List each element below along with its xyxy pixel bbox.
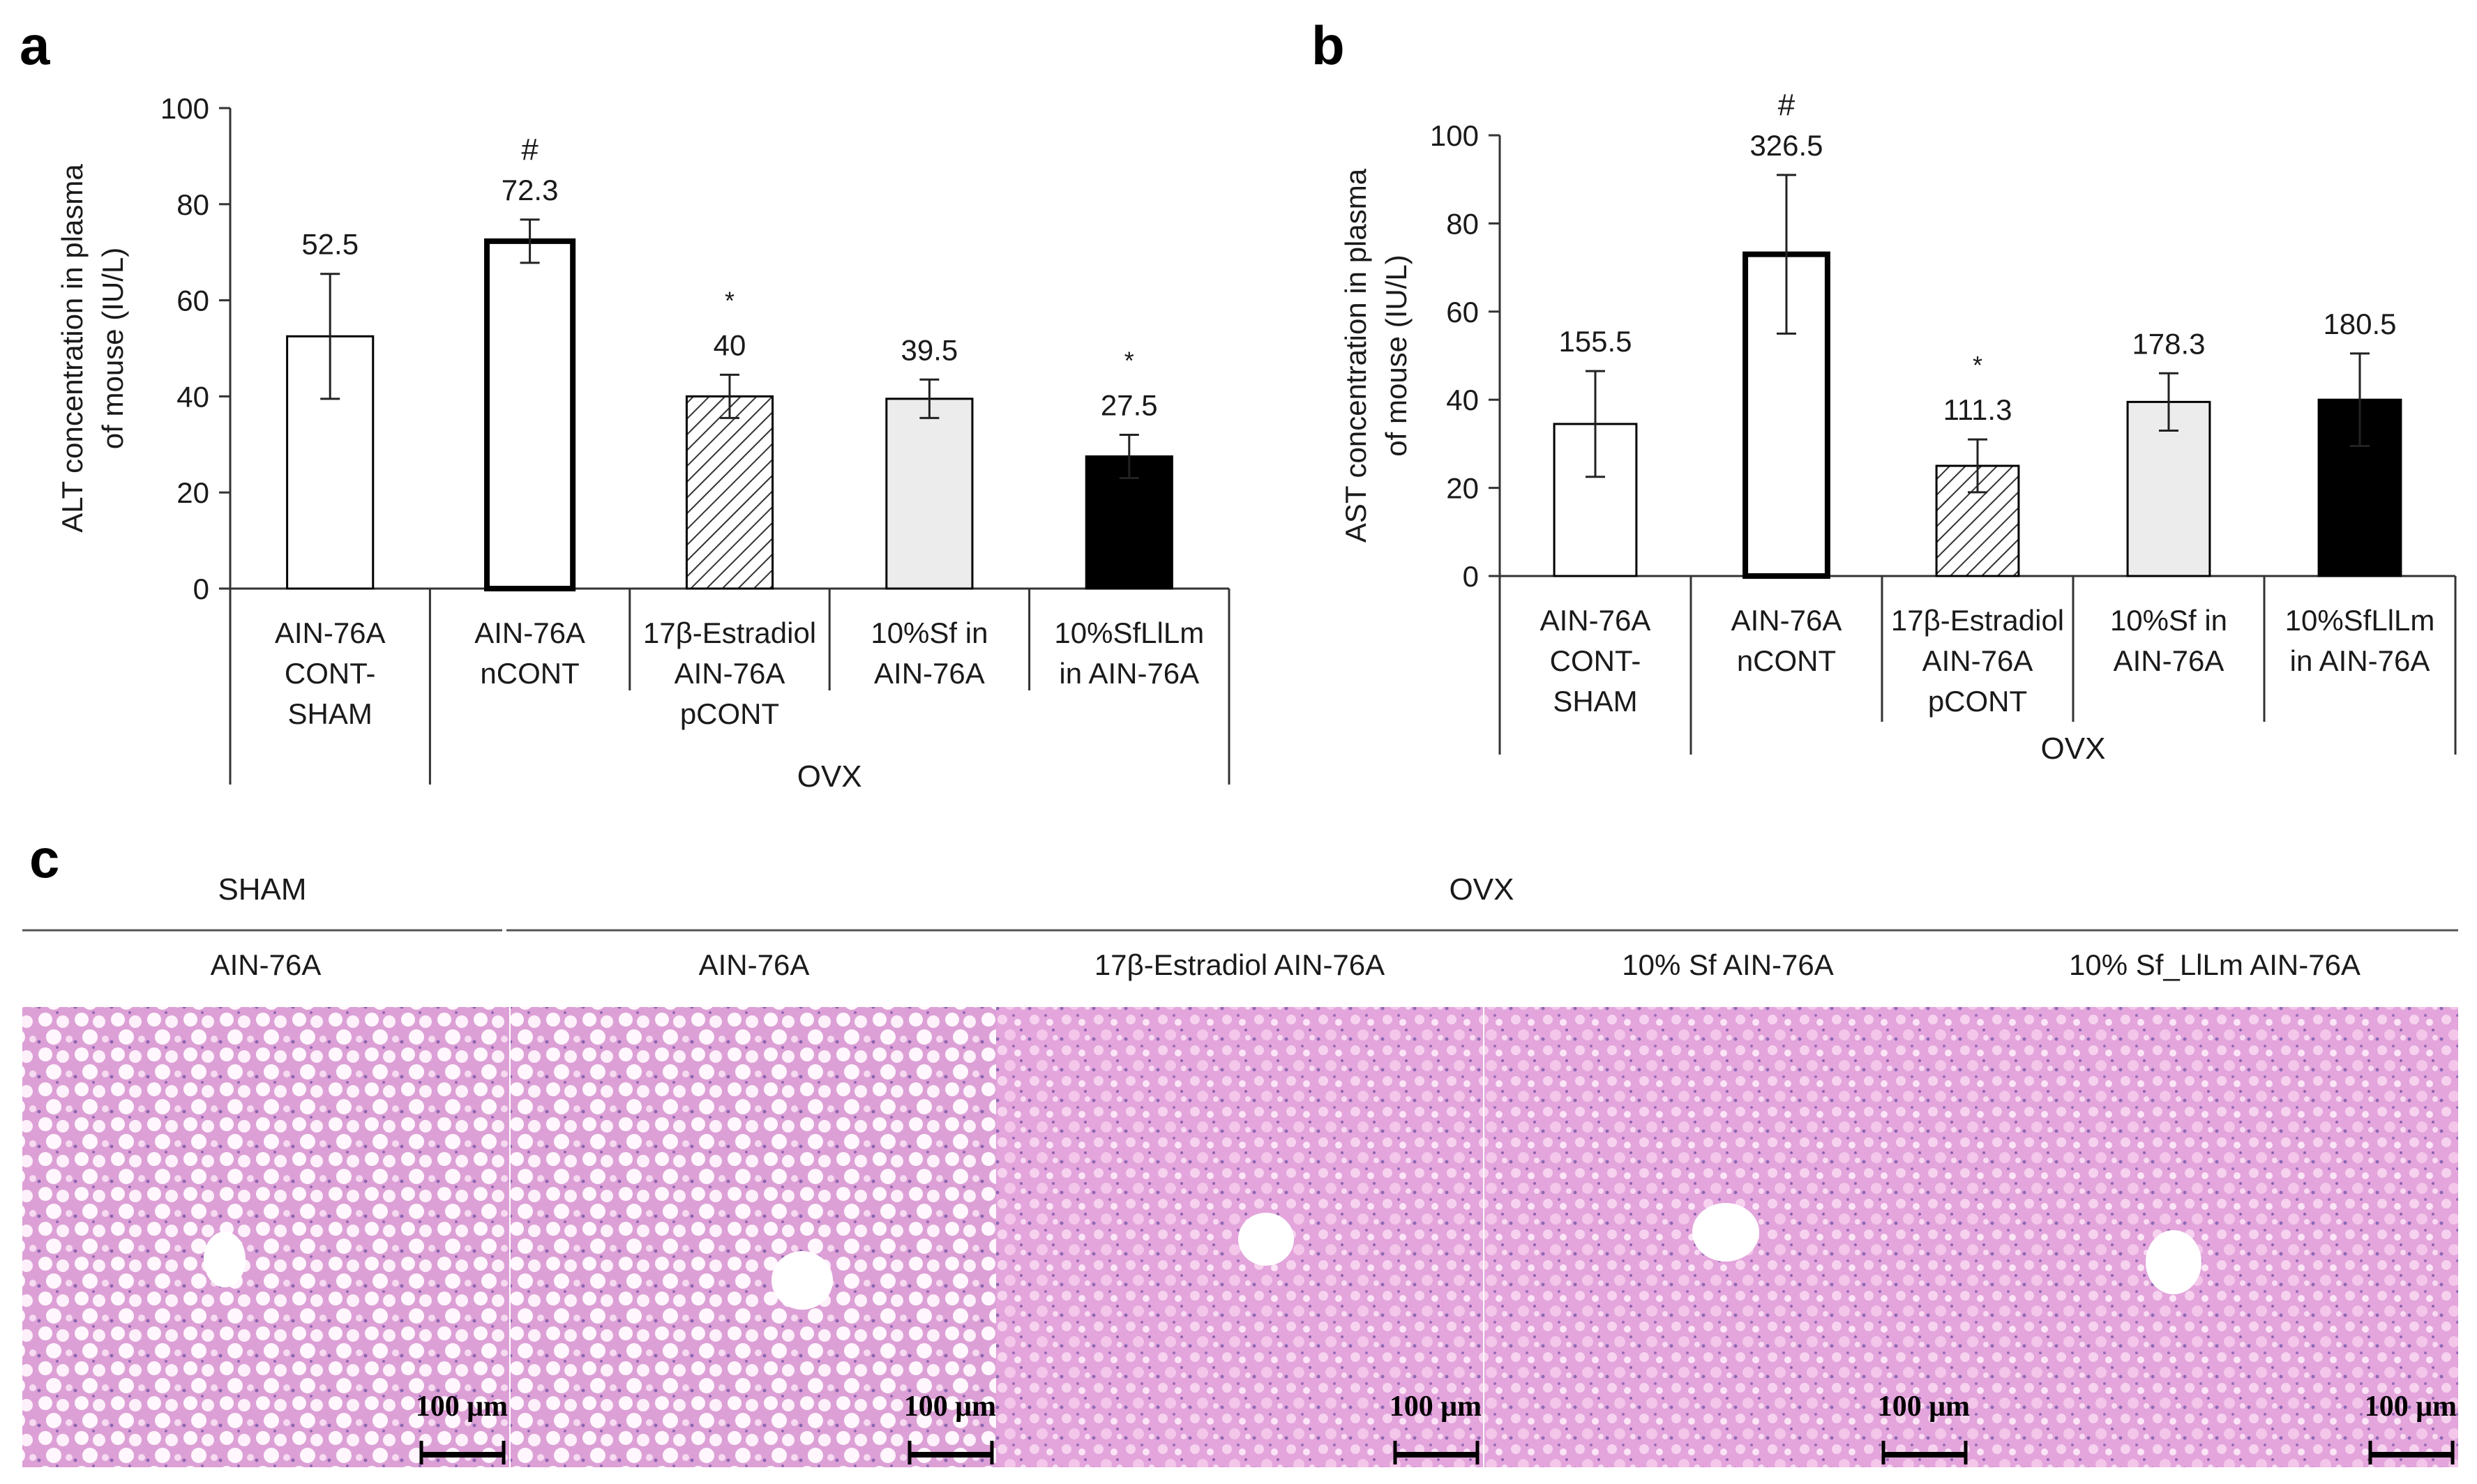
category-label: pCONT (680, 697, 779, 730)
scale-bar-label: 100 μm (1878, 1391, 1970, 1423)
category-label: in AIN-76A (1059, 657, 1199, 690)
y-tick-label: 60 (176, 285, 209, 317)
histology-column-label: AIN-76A (699, 948, 810, 981)
significance-marker: * (1973, 351, 1982, 379)
panel-letter-a: a (20, 15, 50, 76)
category-label: AIN-76A (474, 616, 585, 649)
significance-marker: * (725, 286, 735, 315)
scale-bar-label: 100 μm (904, 1391, 996, 1423)
category-label: 10%SfLlLm (2285, 604, 2435, 637)
category-label: 10%Sf in (2110, 604, 2227, 637)
y-tick-label: 0 (193, 573, 209, 605)
category-label: AIN-76A (1731, 604, 1842, 637)
data-label: 40 (714, 328, 746, 361)
category-label: CONT- (285, 657, 376, 690)
panel-letter-c: c (29, 828, 59, 889)
histology-panel: SHAM OVX AIN-76A 100 μm AIN-76A 100 μm 17β-E… (22, 872, 2458, 1467)
y-tick-label: 80 (176, 188, 209, 221)
data-label: 326.5 (1749, 129, 1823, 162)
central-vein (2146, 1230, 2201, 1294)
histology-column-label: 10% Sf_LlLm AIN-76A (2069, 948, 2361, 981)
histology-column-label: 17β-Estradiol AIN-76A (1094, 948, 1385, 981)
alt-bar-chart: 0 20 40 60 80 100 ALT concentration in plasma o… (56, 92, 1230, 794)
scale-bar-label: 100 μm (1390, 1391, 1482, 1423)
y-tick-label: 60 (1446, 296, 1479, 328)
data-label: 111.3 (1943, 393, 2012, 426)
histology-image (511, 1007, 997, 1467)
group-label-ovx: OVX (1450, 872, 1514, 907)
y-tick-label: 0 (1463, 560, 1479, 593)
y-tick-label: 40 (1446, 384, 1479, 416)
data-label: 178.3 (2132, 327, 2205, 360)
ast-bar-chart: 0 20 40 60 80 100 AST concentration in plasma o… (1339, 88, 2457, 766)
y-tick-label: 100 (160, 92, 209, 125)
y-tick-label: 20 (176, 476, 209, 509)
central-vein (771, 1251, 833, 1310)
histology-image (22, 1007, 509, 1467)
data-label: 72.3 (502, 174, 559, 206)
group-label-sham: SHAM (218, 872, 306, 907)
y-axis-label: AST concentration in plasma (1339, 168, 1372, 543)
category-label: AIN-76A (1922, 644, 2033, 677)
scale-bar-label: 100 μm (416, 1391, 508, 1423)
category-label: 10%Sf in (871, 616, 988, 649)
data-label: 180.5 (2323, 308, 2396, 340)
y-axis-label: of mouse (IU/L) (96, 248, 129, 449)
y-tick-label: 20 (1446, 472, 1479, 505)
category-label: SHAM (1553, 685, 1637, 718)
data-label: 39.5 (901, 333, 958, 366)
category-label: AIN-76A (275, 616, 386, 649)
significance-marker: * (1124, 347, 1134, 375)
category-label: AIN-76A (1540, 604, 1651, 637)
bar (685, 395, 774, 590)
central-vein (1692, 1203, 1759, 1262)
y-axis-label: of mouse (IU/L) (1380, 255, 1413, 456)
bar (885, 397, 974, 590)
group-label: OVX (797, 759, 862, 794)
significance-marker: # (1778, 88, 1795, 122)
y-axis-label: ALT concentration in plasma (56, 164, 89, 533)
histology-column-label: AIN-76A (211, 948, 322, 981)
central-vein (204, 1232, 246, 1287)
panel-letter-b: b (1311, 15, 1345, 76)
data-label: 52.5 (301, 228, 359, 261)
category-label: in AIN-76A (2290, 644, 2430, 677)
category-label: 17β-Estradiol (1891, 604, 2064, 637)
central-vein (1238, 1213, 1294, 1266)
significance-marker: # (521, 132, 539, 167)
data-label: 27.5 (1101, 389, 1158, 422)
category-label: SHAM (288, 697, 372, 730)
category-label: pCONT (1928, 685, 2027, 718)
category-label: AIN-76A (675, 657, 785, 690)
y-tick-label: 100 (1430, 119, 1479, 152)
y-tick-label: 80 (1446, 207, 1479, 240)
group-label: OVX (2041, 732, 2106, 766)
category-label: 17β-Estradiol (643, 616, 816, 649)
category-label: 10%SfLlLm (1054, 616, 1204, 649)
histology-image (1971, 1007, 2458, 1467)
category-label: nCONT (480, 657, 579, 690)
bar (484, 238, 576, 591)
category-label: CONT- (1550, 644, 1641, 677)
data-label: 155.5 (1558, 325, 1632, 358)
histology-column-label: 10% Sf AIN-76A (1622, 948, 1834, 981)
category-label: AIN-76A (874, 657, 985, 690)
category-label: nCONT (1737, 644, 1836, 677)
y-tick-label: 40 (176, 380, 209, 413)
scale-bar-label: 100 μm (2365, 1391, 2457, 1423)
category-label: AIN-76A (2114, 644, 2224, 677)
